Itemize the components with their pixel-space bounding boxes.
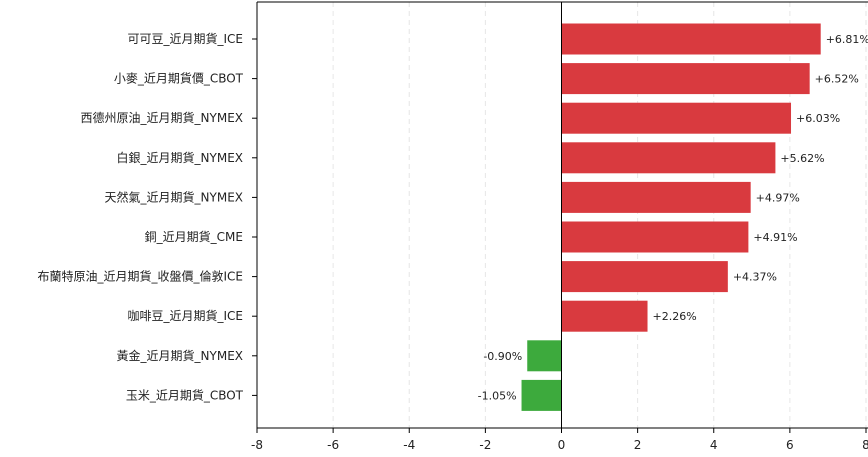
bar — [561, 63, 810, 95]
category-label: 黃金_近月期貨_NYMEX — [117, 348, 243, 363]
data-label: -0.90% — [483, 350, 522, 363]
bars — [521, 23, 821, 411]
bar — [561, 221, 749, 253]
category-label: 咖啡豆_近月期貨_ICE — [127, 308, 243, 323]
bar — [561, 23, 821, 55]
x-tick-label: 8 — [862, 438, 868, 452]
bar — [521, 379, 562, 411]
bar — [561, 142, 776, 174]
x-tick-label: 2 — [634, 438, 642, 452]
data-label: +4.97% — [756, 191, 800, 204]
x-tick-label: 0 — [558, 438, 566, 452]
category-label: 天然氣_近月期貨_NYMEX — [105, 189, 243, 204]
category-label: 西德州原油_近月期貨_NYMEX — [81, 110, 243, 125]
data-label: +6.52% — [815, 73, 859, 86]
data-label: +6.03% — [796, 112, 840, 125]
data-label: +6.81% — [826, 33, 868, 46]
category-label: 可可豆_近月期貨_ICE — [127, 31, 243, 46]
labels: 可可豆_近月期貨_ICE +6.81% 小麥_近月期貨價_CBOT +6.52% 西德州… — [37, 31, 868, 452]
bar — [561, 102, 792, 134]
bar — [561, 261, 728, 293]
axes — [252, 1, 868, 433]
x-tick-label: -8 — [251, 438, 263, 452]
data-label: +2.26% — [653, 310, 697, 323]
bar — [561, 300, 648, 332]
x-tick-label: -2 — [479, 438, 491, 452]
data-label: +5.62% — [780, 152, 824, 165]
bar — [527, 340, 562, 372]
x-tick-label: -6 — [327, 438, 339, 452]
x-tick-label: 4 — [710, 438, 718, 452]
category-label: 小麥_近月期貨價_CBOT — [114, 71, 244, 86]
x-tick-label: -4 — [403, 438, 415, 452]
x-tick-label: 6 — [786, 438, 794, 452]
category-label: 布蘭特原油_近月期貨_收盤價_倫敦ICE — [37, 269, 243, 284]
category-label: 玉米_近月期貨_CBOT — [126, 387, 244, 402]
category-label: 白銀_近月期貨_NYMEX — [117, 150, 243, 165]
data-label: +4.37% — [733, 271, 777, 284]
category-label: 銅_近月期貨_CME — [145, 229, 243, 244]
data-label: -1.05% — [478, 389, 517, 402]
bar — [561, 181, 751, 213]
data-label: +4.91% — [753, 231, 797, 244]
